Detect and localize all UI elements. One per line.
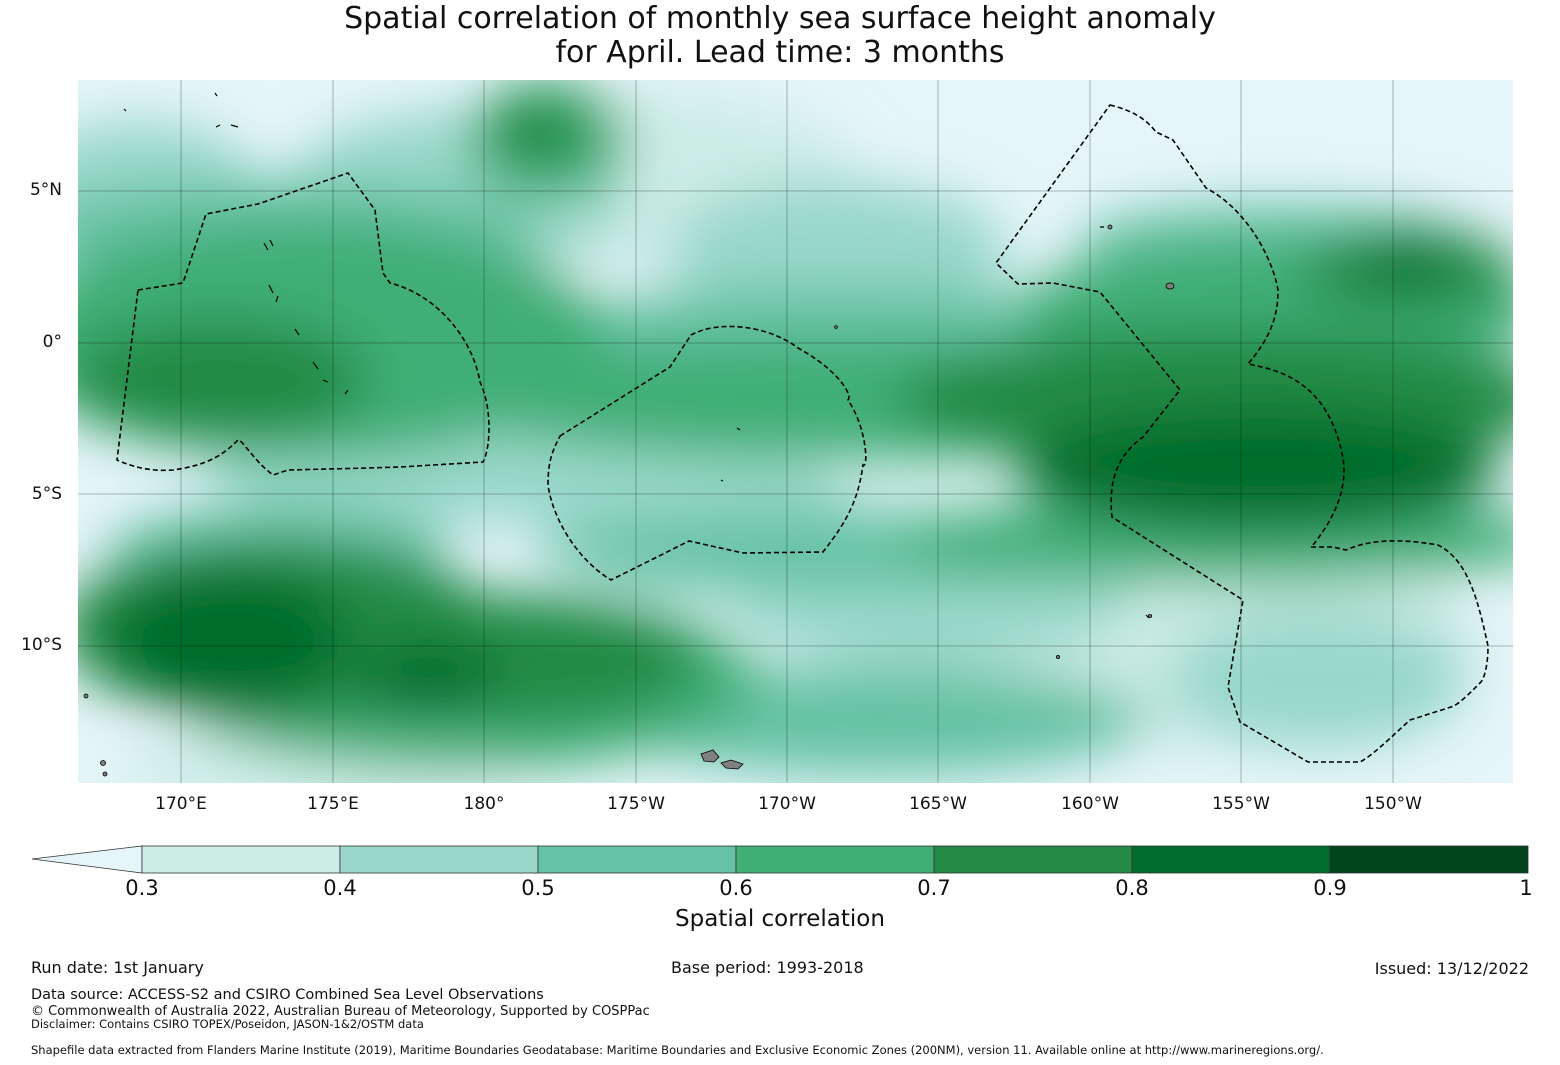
island-christmas	[1165, 282, 1175, 290]
colorbar-level-5	[1131, 845, 1331, 874]
lon-label-180: 180°	[463, 794, 505, 814]
correlation-map	[78, 80, 1513, 783]
copyright: © Commonwealth of Australia 2022, Austra…	[31, 1004, 650, 1019]
lon-label-150w: 150°W	[1364, 794, 1422, 814]
lat-label-10s: 10°S	[21, 635, 62, 655]
lon-label-170e: 170°E	[155, 794, 207, 814]
colorbar-tick: 0.3	[125, 876, 159, 900]
eez-boundary-line-islands	[994, 104, 1489, 763]
colorbar-under-extension	[31, 845, 143, 874]
eez-boundaries	[116, 104, 1489, 763]
colorbar-level-0	[141, 845, 341, 874]
field-region	[108, 570, 348, 710]
island-jarvis	[834, 325, 838, 329]
field-region	[1168, 610, 1468, 750]
title-line-2: for April. Lead time: 3 months	[555, 35, 1005, 70]
colorbar-tick: 0.7	[917, 876, 951, 900]
title-line-1: Spatial correlation of monthly sea surfa…	[344, 1, 1216, 36]
island-samoa-savaii	[720, 759, 744, 770]
lat-label-5s: 5°S	[31, 484, 62, 504]
atoll	[294, 328, 319, 370]
eez-boundary-phoenix-islands	[547, 325, 867, 581]
colorbar-tick: 0.6	[719, 876, 753, 900]
colorbar-level-6	[1329, 845, 1529, 874]
lon-label-155w: 155°W	[1212, 794, 1270, 814]
disclaimer: Disclaimer: Contains CSIRO TOPEX/Poseido…	[31, 1017, 424, 1031]
island-wallis	[100, 760, 106, 766]
lon-label-160w: 160°W	[1061, 794, 1119, 814]
atoll	[123, 92, 218, 112]
field-region	[488, 95, 588, 165]
island-futuna	[102, 771, 108, 777]
colorbar-level-1	[339, 845, 539, 874]
colorbar-tick: 0.4	[323, 876, 357, 900]
atoll	[215, 124, 239, 128]
colorbar-tick: 0.9	[1313, 876, 1347, 900]
colorbar	[31, 845, 1529, 874]
graticule	[78, 80, 1513, 783]
colorbar-level-3	[735, 845, 935, 874]
island-starbuck	[1056, 655, 1061, 660]
lon-label-165w: 165°W	[909, 794, 967, 814]
islands	[83, 224, 1175, 777]
base-period: Base period: 1993-2018	[671, 958, 864, 977]
field-region	[668, 180, 1008, 320]
island-tokelau	[83, 693, 89, 699]
shapefile-credit: Shapefile data extracted from Flanders M…	[31, 1043, 1324, 1057]
island-fanning	[1107, 224, 1113, 230]
figure-title: Spatial correlation of monthly sea surfa…	[0, 2, 1560, 70]
colorbar-tick: 0.5	[521, 876, 555, 900]
lon-label-175e: 175°E	[307, 794, 359, 814]
atoll	[322, 379, 349, 395]
lat-label-0: 0°	[42, 332, 62, 352]
island-malden	[1148, 614, 1153, 619]
lon-label-170w: 170°W	[758, 794, 816, 814]
colorbar-label: Spatial correlation	[675, 906, 885, 932]
atoll	[263, 239, 274, 251]
lon-label-175w: 175°W	[607, 794, 665, 814]
field-region	[78, 320, 368, 440]
field-region	[358, 645, 498, 715]
field-region	[1363, 240, 1453, 280]
issued-date: Issued: 13/12/2022	[1374, 959, 1529, 978]
correlation-field	[78, 80, 1513, 783]
run-date: Run date: 1st January	[31, 958, 204, 977]
colorbar-level-4	[933, 845, 1133, 874]
field-region	[1018, 410, 1498, 530]
atoll	[268, 284, 279, 303]
eez-boundary-tuvalu-kiribati-west	[116, 172, 490, 476]
atoll	[720, 427, 741, 482]
island-samoa-upolu	[700, 749, 720, 763]
data-source: Data source: ACCESS-S2 and CSIRO Combine…	[31, 987, 544, 1003]
atoll	[1100, 226, 1150, 619]
lat-label-5n: 5°N	[29, 180, 62, 200]
colorbar-tick: 0.8	[1115, 876, 1149, 900]
atolls	[123, 92, 1150, 619]
colorbar-tick: 1	[1519, 876, 1533, 900]
colorbar-level-2	[537, 845, 737, 874]
